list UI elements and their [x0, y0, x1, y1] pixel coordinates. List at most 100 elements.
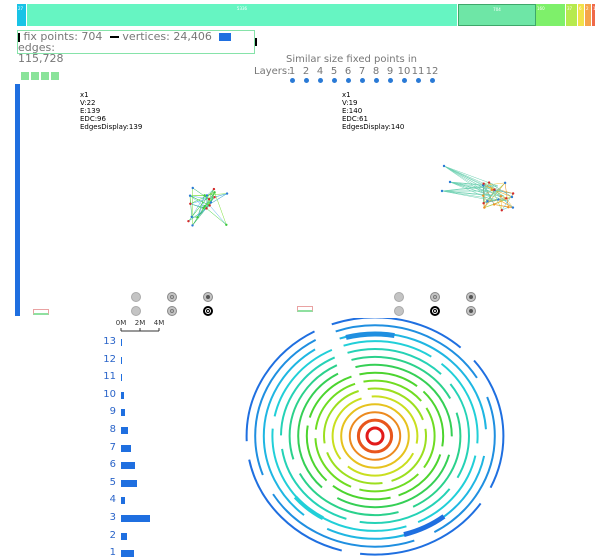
layer-option[interactable]: 6: [341, 66, 355, 83]
left-control-button[interactable]: [131, 292, 141, 302]
right-control-button[interactable]: [430, 292, 440, 302]
distribution-segment[interactable]: 1: [592, 4, 595, 26]
distribution-segment[interactable]: 5336: [27, 4, 458, 26]
distribution-segment[interactable]: 6: [578, 4, 585, 26]
concentric-rings-view[interactable]: [244, 318, 508, 558]
right-graph[interactable]: [436, 158, 526, 218]
graph-node: [487, 181, 491, 184]
left-control-button[interactable]: [167, 292, 177, 302]
graph-edge: [449, 181, 508, 202]
right-control-button[interactable]: [394, 292, 404, 302]
histogram-layer-label: 12: [103, 353, 116, 365]
layer-option[interactable]: 12: [425, 66, 439, 83]
left-info-line: EdgesDisplay:139: [80, 123, 143, 131]
histogram-bar[interactable]: [121, 532, 127, 540]
layers-title: Similar size fixed points in: [286, 54, 418, 65]
layer-option-label: 4: [316, 66, 324, 77]
axis-tick-label: 0M: [116, 319, 127, 327]
left-control-button[interactable]: [167, 306, 177, 316]
graph-node: [209, 201, 213, 204]
histogram-axis: 0M 2M 4M: [116, 319, 165, 332]
graph-node: [442, 164, 446, 168]
layer-option[interactable]: 8: [369, 66, 383, 83]
left-control-button[interactable]: [203, 292, 213, 302]
ring: [331, 395, 419, 477]
layer-dot-icon: [359, 78, 365, 83]
graph-edge: [449, 181, 496, 202]
histogram-bar[interactable]: [121, 374, 122, 382]
left-info-line: EDC:96: [80, 115, 106, 123]
graph-node: [188, 194, 192, 197]
left-graph[interactable]: [175, 176, 245, 236]
left-control-button[interactable]: [131, 306, 141, 316]
histogram-bar[interactable]: [121, 391, 125, 399]
left-minimap[interactable]: [33, 309, 49, 315]
graph-edge: [209, 205, 227, 225]
histogram-bar[interactable]: [121, 550, 135, 558]
right-minimap[interactable]: [297, 306, 313, 312]
graph-edge: [441, 190, 496, 202]
distribution-segment-label: 5336: [236, 6, 248, 11]
graph-node: [187, 219, 190, 223]
graph-node: [482, 182, 485, 185]
layer-option[interactable]: 10: [397, 66, 411, 83]
legend-square[interactable]: [51, 72, 59, 80]
legend-square[interactable]: [41, 72, 49, 80]
layer-option[interactable]: 9: [383, 66, 397, 83]
distribution-segment[interactable]: 37: [566, 4, 578, 26]
vertical-scroll-bar[interactable]: [15, 84, 20, 316]
distribution-segment[interactable]: 160: [536, 4, 566, 26]
histogram-bar[interactable]: [121, 444, 131, 452]
layer-dot-icon: [289, 78, 295, 83]
histogram-layer-label: 8: [109, 424, 116, 435]
layer-option-label: 8: [372, 66, 380, 77]
distribution-segment[interactable]: 704: [458, 4, 536, 26]
right-control-button[interactable]: [466, 292, 476, 302]
layer-option[interactable]: 2: [299, 66, 313, 83]
graph-node: [208, 204, 211, 207]
ring: [323, 387, 427, 485]
histogram-bar[interactable]: [121, 515, 150, 522]
layer-option[interactable]: 11: [411, 66, 425, 83]
layer-option[interactable]: 4: [313, 66, 327, 83]
layer-option[interactable]: 7: [355, 66, 369, 83]
vertices-label: vertices: 24,406: [122, 30, 212, 43]
graph-node: [191, 224, 194, 227]
graph-node: [492, 203, 496, 206]
graph-edge: [443, 165, 502, 192]
distribution-segment-label: 704: [493, 7, 501, 12]
histogram-bar[interactable]: [121, 356, 122, 364]
ring-accent-arc: [293, 495, 324, 521]
graph-edge: [494, 204, 509, 208]
distribution-segment[interactable]: 2: [585, 4, 592, 26]
distribution-segment-label: 6: [579, 6, 582, 11]
layer-dot-icon: [317, 78, 323, 83]
legend-square[interactable]: [21, 72, 29, 80]
right-control-button[interactable]: [466, 306, 476, 316]
axis-tick-label: 4M: [154, 319, 165, 327]
histogram-bar[interactable]: [121, 497, 125, 505]
distribution-segment[interactable]: 27: [17, 4, 27, 26]
histogram-layer-label: 10: [103, 388, 116, 400]
histogram-bar[interactable]: [121, 479, 138, 487]
histogram-bar[interactable]: [121, 339, 122, 346]
right-control-button-selected[interactable]: [430, 306, 440, 316]
distribution-bar[interactable]: 27 5336 704 160 37 621: [17, 4, 595, 26]
ring: [288, 355, 462, 517]
edges-marker: [219, 33, 232, 41]
histogram-bar[interactable]: [121, 427, 128, 434]
layer-option-label: 11: [411, 66, 425, 77]
histogram-layer-label: 4: [109, 494, 116, 506]
left-control-button-selected[interactable]: [203, 306, 213, 316]
layer-option[interactable]: 1: [285, 66, 299, 83]
layer-option[interactable]: 5: [327, 66, 341, 83]
histogram-bar[interactable]: [121, 409, 125, 417]
histogram-bar[interactable]: [121, 462, 136, 470]
right-control-button[interactable]: [394, 306, 404, 316]
legend-square[interactable]: [31, 72, 39, 80]
layer-option-label: 1: [288, 66, 296, 77]
graph-edge: [214, 192, 227, 225]
graph-edge: [449, 181, 505, 197]
edges-label: edges:: [18, 41, 55, 54]
graph-node: [490, 188, 494, 192]
